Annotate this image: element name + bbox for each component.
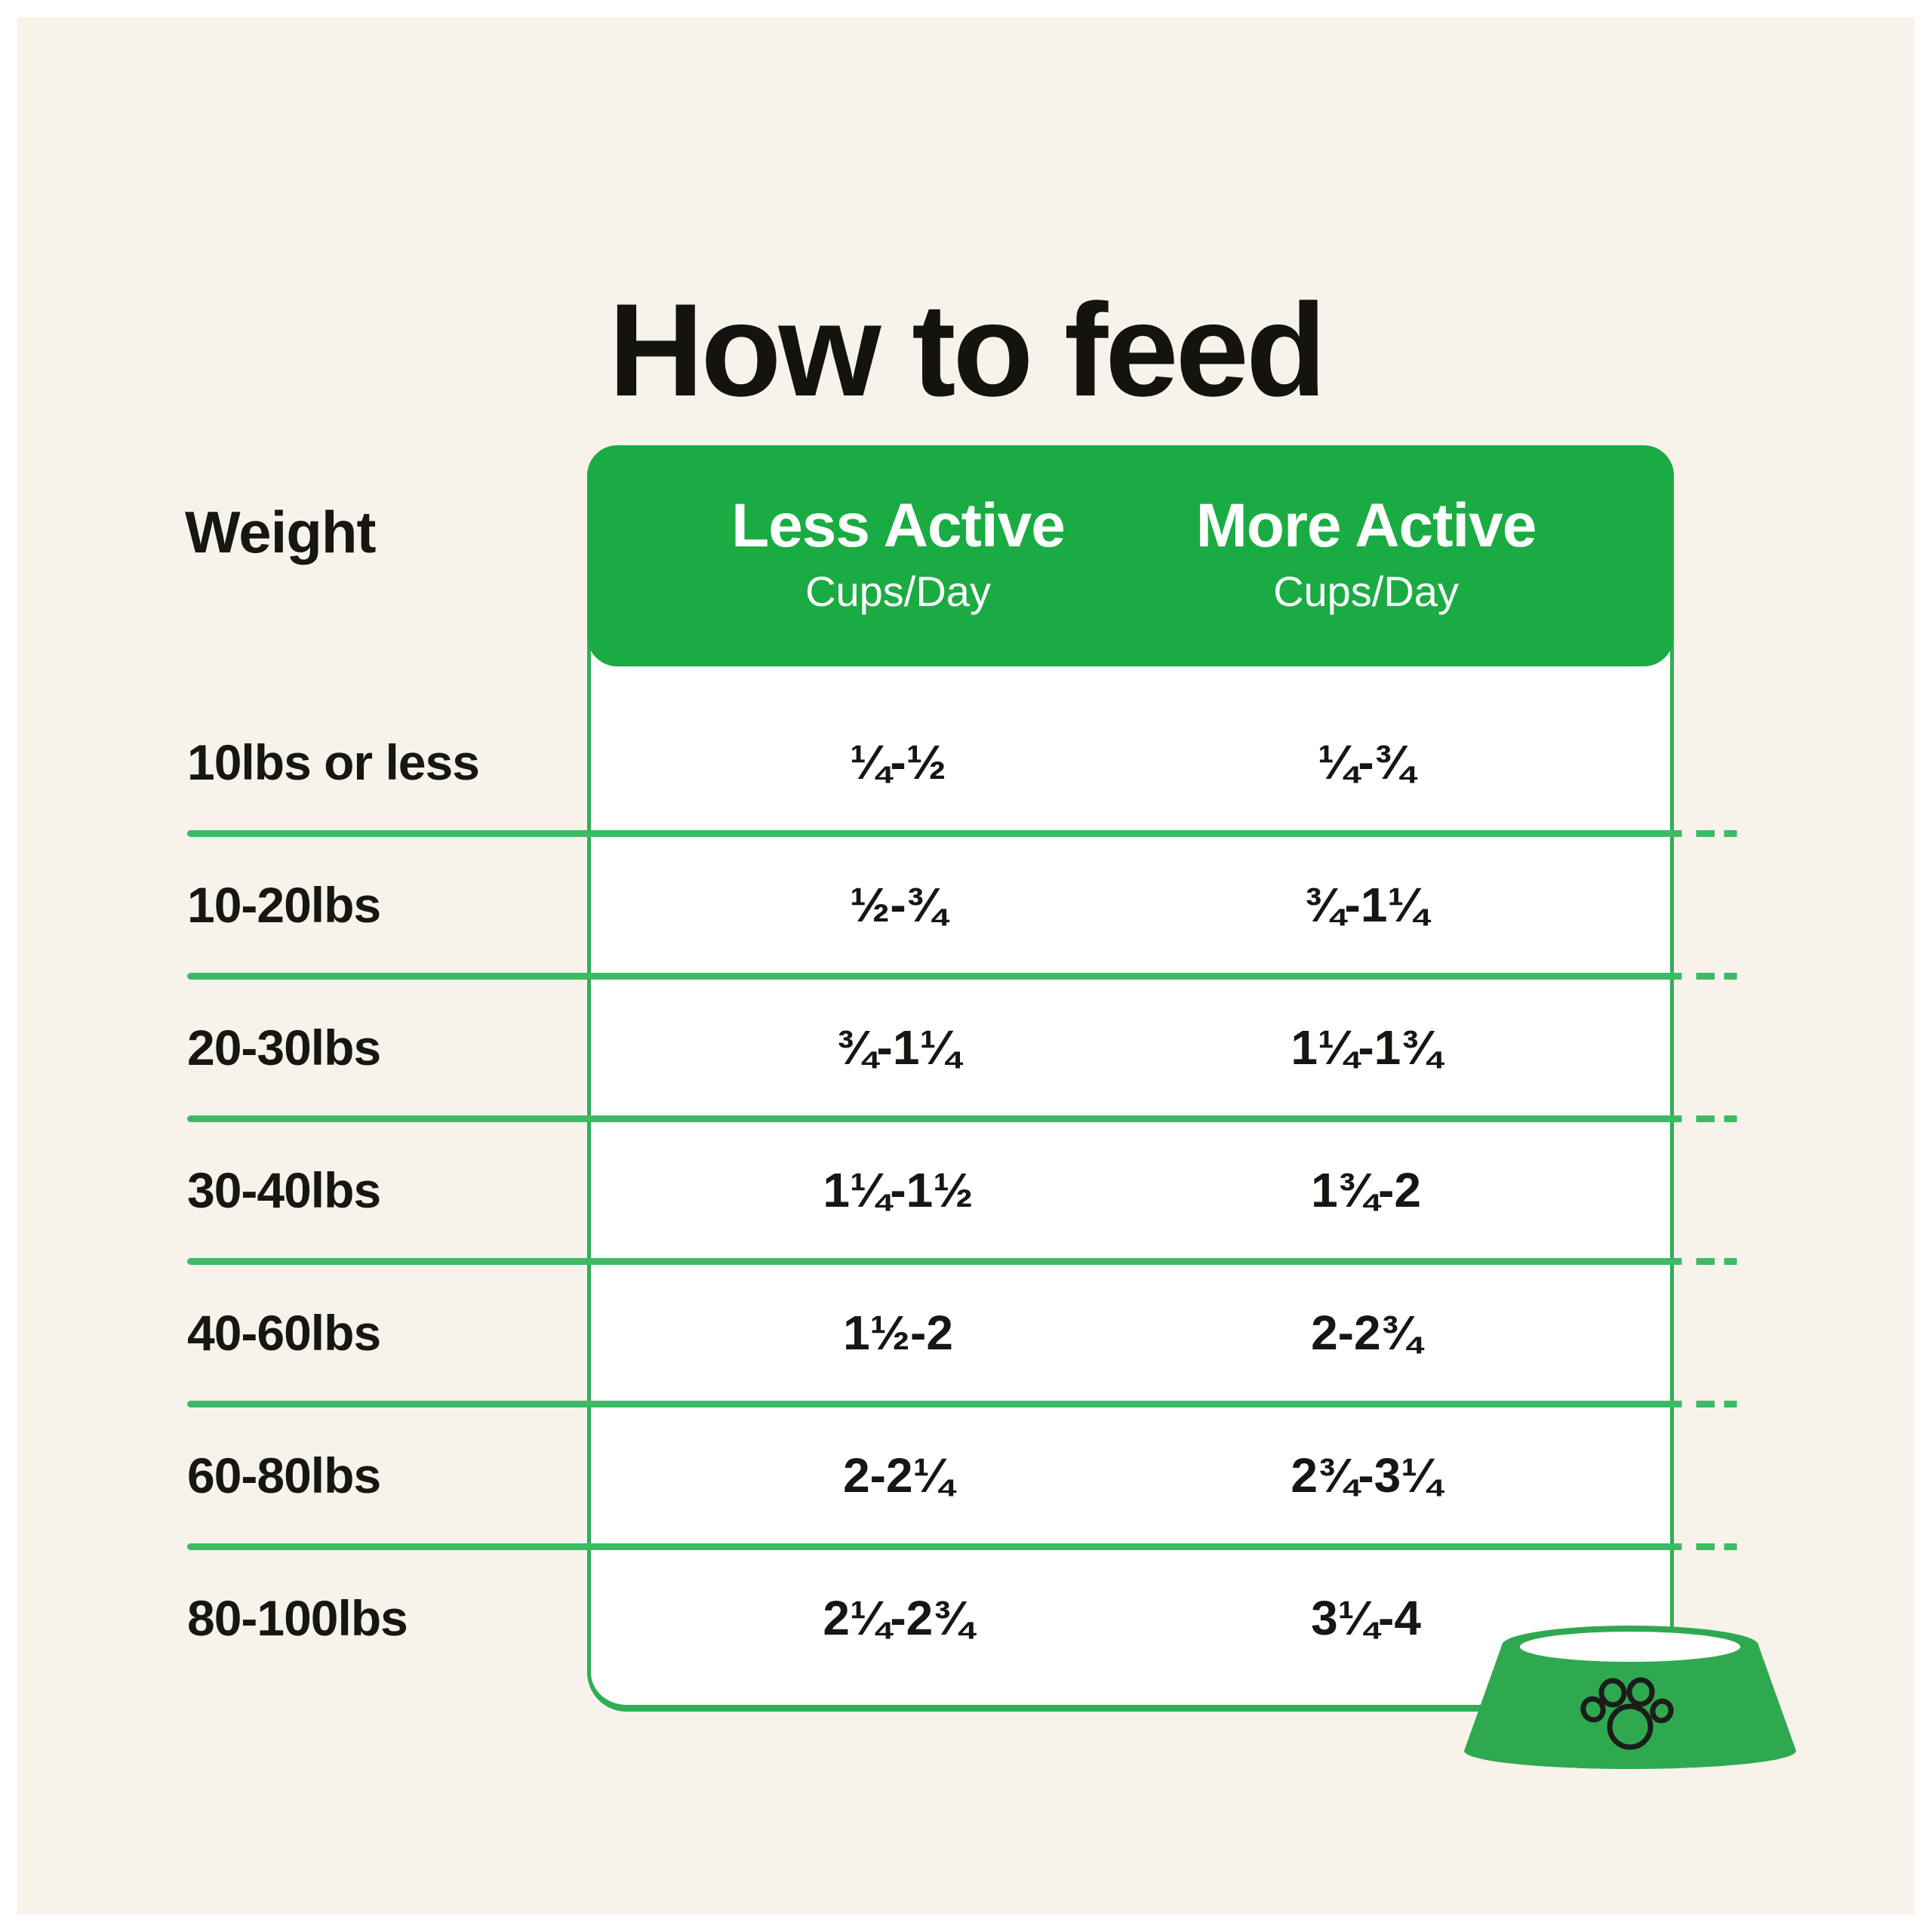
more-active-value: ¼-¾ — [1317, 735, 1415, 789]
less-active-value: ½-¾ — [849, 878, 947, 932]
row-divider — [187, 1115, 1752, 1122]
column-unit: Cups/Day — [805, 568, 991, 615]
column-label: Less Active — [731, 491, 1066, 560]
more-active-value: 1¾-2 — [1311, 1163, 1421, 1217]
row-weight-label: 40-60lbs — [187, 1305, 381, 1361]
row-divider — [187, 973, 1752, 980]
row-weight-label: 10lbs or less — [187, 734, 480, 790]
row-weight-label: 60-80lbs — [187, 1447, 381, 1503]
row-weight-label: 30-40lbs — [187, 1162, 381, 1218]
less-active-value: 1½-2 — [843, 1306, 953, 1360]
row-weight-label: 80-100lbs — [187, 1590, 408, 1646]
column-label: More Active — [1195, 491, 1537, 560]
bowl-opening — [1520, 1632, 1740, 1662]
less-active-value: ¾-1¼ — [836, 1020, 960, 1075]
less-active-value: 2-2¼ — [843, 1448, 953, 1503]
weight-column-header: Weight — [185, 499, 377, 565]
dog-bowl-icon — [1464, 1626, 1796, 1769]
more-active-value: 2-2¾ — [1311, 1306, 1421, 1360]
more-active-value: 2¾-3¼ — [1291, 1448, 1441, 1503]
row-divider — [187, 830, 1752, 837]
column-unit: Cups/Day — [1273, 568, 1459, 615]
more-active-value: ¾-1¼ — [1304, 878, 1428, 932]
page-title: How to feed — [608, 277, 1327, 425]
row-weight-label: 10-20lbs — [187, 877, 381, 933]
row-weight-label: 20-30lbs — [187, 1020, 381, 1075]
less-active-value: 2¼-2¾ — [823, 1591, 974, 1645]
paw-print-icon — [1580, 1677, 1674, 1750]
column-header-more-active: More Active Cups/Day — [1132, 445, 1600, 614]
row-divider — [187, 1258, 1752, 1265]
column-header-less-active: Less Active Cups/Day — [664, 445, 1132, 614]
less-active-value: ¼-½ — [849, 735, 947, 789]
row-divider — [187, 1401, 1752, 1407]
more-active-value: 1¼-1¾ — [1291, 1020, 1441, 1075]
less-active-value: 1¼-1½ — [823, 1163, 974, 1217]
more-active-value: 3¼-4 — [1311, 1591, 1421, 1645]
row-divider — [187, 1543, 1752, 1550]
feeding-table-header: Less Active Cups/Day More Active Cups/Da… — [587, 445, 1674, 666]
